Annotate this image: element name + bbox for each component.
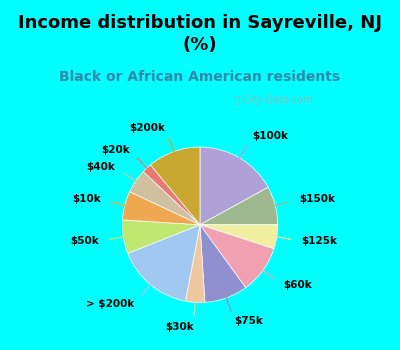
Wedge shape: [186, 225, 205, 302]
Text: $40k: $40k: [86, 162, 115, 172]
Wedge shape: [122, 220, 200, 253]
Text: $125k: $125k: [301, 236, 337, 246]
Text: $50k: $50k: [70, 236, 99, 246]
Wedge shape: [122, 192, 200, 225]
Text: > $200k: > $200k: [86, 299, 135, 309]
Text: $75k: $75k: [235, 316, 264, 326]
Wedge shape: [200, 225, 246, 302]
Wedge shape: [143, 165, 200, 225]
Wedge shape: [150, 147, 200, 225]
Text: $100k: $100k: [252, 132, 288, 141]
Text: $60k: $60k: [283, 280, 312, 290]
Text: $30k: $30k: [165, 322, 194, 332]
Wedge shape: [130, 172, 200, 225]
Text: Income distribution in Sayreville, NJ
(%): Income distribution in Sayreville, NJ (%…: [18, 14, 382, 54]
Text: $20k: $20k: [101, 145, 130, 155]
Text: $10k: $10k: [72, 194, 101, 204]
Text: $150k: $150k: [299, 194, 335, 204]
Text: $200k: $200k: [129, 123, 165, 133]
Wedge shape: [200, 225, 278, 249]
Wedge shape: [128, 225, 200, 301]
Wedge shape: [200, 147, 268, 225]
Wedge shape: [200, 187, 278, 225]
Wedge shape: [200, 225, 274, 288]
Text: Black or African American residents: Black or African American residents: [60, 70, 340, 84]
Text: ⓘ City-Data.com: ⓘ City-Data.com: [234, 95, 312, 105]
